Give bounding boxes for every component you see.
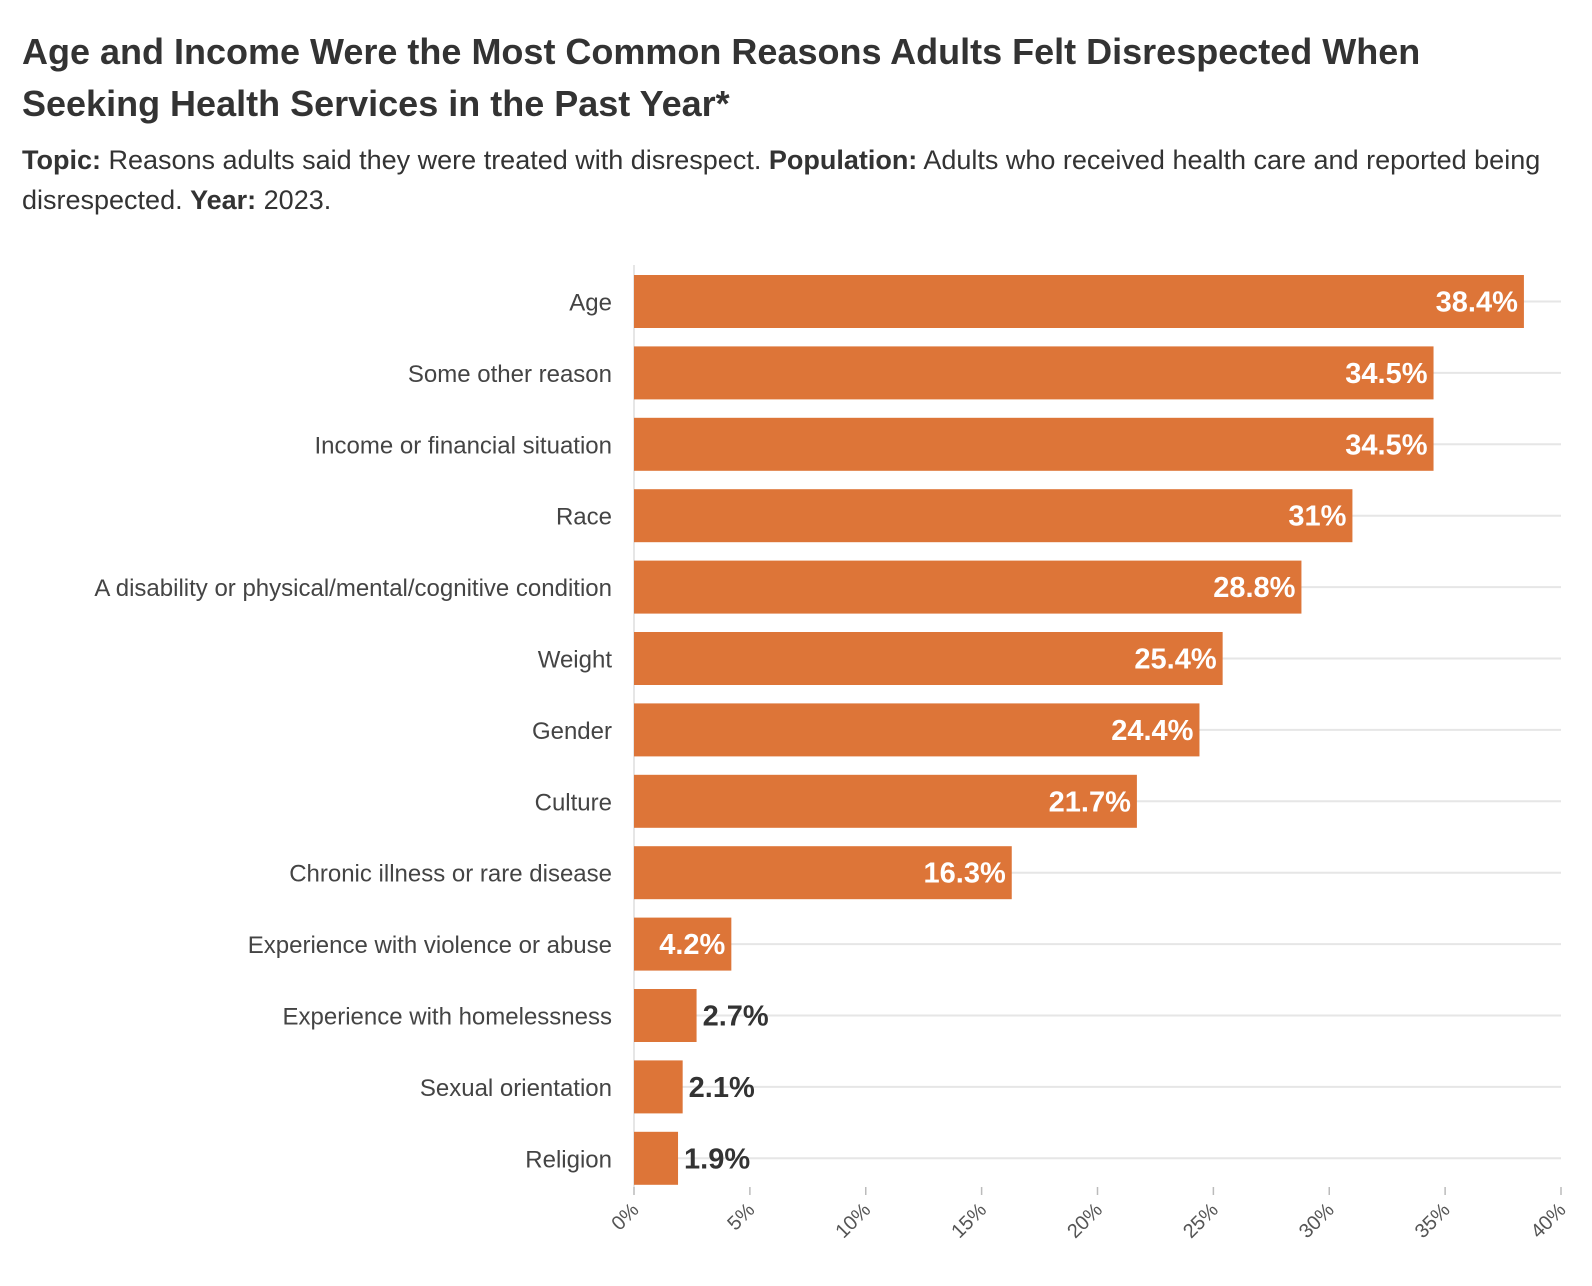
bar <box>634 1060 683 1114</box>
category-label: Race <box>556 504 612 531</box>
bar <box>634 346 1434 400</box>
value-label: 2.7% <box>703 1001 769 1033</box>
value-labels: 38.4% 34.5% 34.5% 31% 28.8% 25.4% 24.4% 21.7% 16… <box>659 287 1518 1176</box>
category-label: Chronic illness or rare disease <box>289 861 612 888</box>
x-tick-label: 30% <box>1295 1199 1339 1243</box>
value-label: 24.4% <box>1111 715 1193 747</box>
category-label: A disability or physical/mental/cognitiv… <box>94 575 612 602</box>
category-label: Culture <box>535 789 612 816</box>
category-label: Religion <box>525 1146 612 1173</box>
x-axis: 0% 5% 10% 15% 20% 25% 30% 35% 40% <box>608 1187 1571 1243</box>
population-text: Adults who received health care and repo… <box>22 145 1541 215</box>
topic-text: Reasons adults said they were treated wi… <box>100 145 769 175</box>
category-label: Experience with violence or abuse <box>248 932 612 959</box>
category-label: Gender <box>532 718 612 745</box>
chart-subtitle: Topic: Reasons adults said they were tre… <box>22 140 1542 220</box>
bar <box>634 917 732 971</box>
x-tick-label: 20% <box>1063 1199 1107 1243</box>
bar <box>634 989 697 1042</box>
value-label: 31% <box>1288 501 1346 533</box>
bar <box>634 632 1223 685</box>
bar <box>634 417 1434 471</box>
value-label: 21.7% <box>1049 786 1131 818</box>
x-tick-label: 35% <box>1411 1199 1455 1243</box>
value-label: 34.5% <box>1345 429 1427 461</box>
category-label: Experience with homelessness <box>283 1004 613 1031</box>
bar <box>634 1131 679 1185</box>
category-label: Weight <box>538 647 613 674</box>
x-tick-label: 5% <box>723 1199 759 1235</box>
bar <box>634 846 1012 900</box>
value-label: 1.9% <box>684 1143 750 1175</box>
population-label: Population: <box>768 145 918 175</box>
category-label: Some other reason <box>408 361 612 388</box>
category-label: Income or financial situation <box>315 432 613 459</box>
category-labels: Age Some other reason Income or financial … <box>94 290 612 1174</box>
x-tick-label: 25% <box>1179 1199 1223 1243</box>
value-label: 2.1% <box>689 1072 755 1104</box>
chart-title: Age and Income Were the Most Common Reas… <box>22 31 1421 124</box>
bar <box>634 774 1137 828</box>
x-tick-label: 15% <box>947 1199 991 1243</box>
category-label: Age <box>569 290 612 317</box>
x-tick-label: 10% <box>831 1199 875 1243</box>
year-text: 2023. <box>256 185 332 215</box>
bars <box>634 275 1524 1185</box>
year-label: Year: <box>190 185 257 215</box>
bar <box>634 489 1353 543</box>
x-tick-label: 40% <box>1527 1199 1571 1243</box>
value-label: 38.4% <box>1436 287 1518 319</box>
bar <box>634 703 1200 757</box>
topic-label: Topic: <box>22 145 101 175</box>
value-label: 25.4% <box>1134 644 1216 676</box>
value-label: 16.3% <box>924 858 1006 890</box>
category-label: Sexual orientation <box>420 1075 612 1102</box>
x-tick-label: 0% <box>608 1199 644 1235</box>
bar <box>634 275 1524 328</box>
value-label: 28.8% <box>1213 572 1295 604</box>
value-label: 4.2% <box>659 929 725 961</box>
bar <box>634 560 1302 614</box>
value-label: 34.5% <box>1345 358 1427 390</box>
